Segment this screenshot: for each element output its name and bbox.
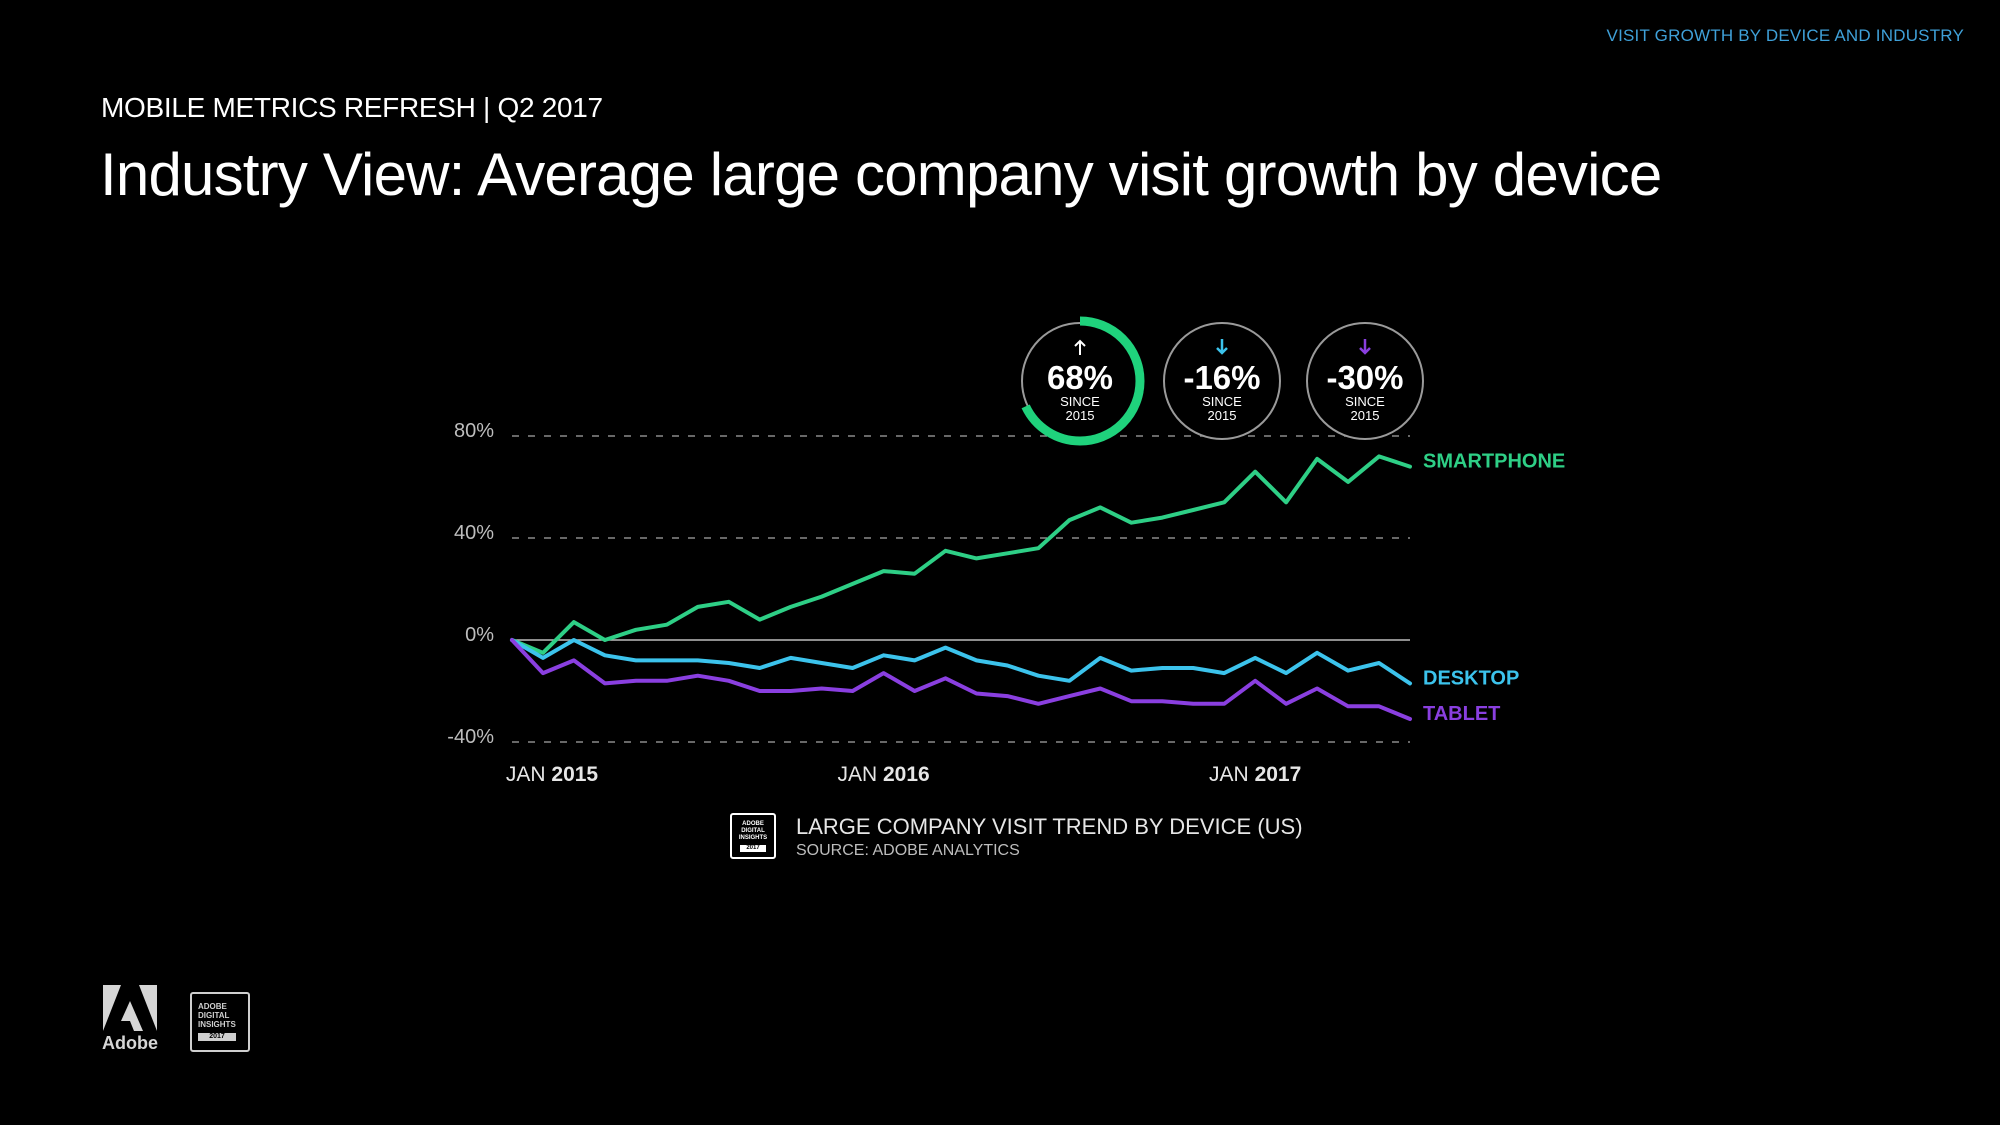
arrow-down-icon xyxy=(1359,339,1371,355)
series-line-tablet xyxy=(510,638,1412,721)
stat-year: 2015 xyxy=(1208,408,1237,423)
stat-since: SINCE xyxy=(1060,394,1100,409)
x-tick-label: JAN 2015 xyxy=(506,763,599,786)
stat-value: -30% xyxy=(1326,359,1403,396)
page-title: Industry View: Average large company vis… xyxy=(100,141,1662,208)
stat-value: -16% xyxy=(1183,359,1260,396)
adobe-digital-insights-logo-icon: ADOBE DIGITAL INSIGHTS 2017 xyxy=(190,992,250,1052)
series-labels: SMARTPHONE DESKTOP TABLET xyxy=(1423,451,1565,725)
stat-value: 68% xyxy=(1047,359,1113,396)
adobe-digital-insights-badge-icon: ADOBE DIGITAL INSIGHTS 2017 xyxy=(730,813,776,859)
x-axis: JAN 2015 JAN 2016 JAN 2017 xyxy=(506,763,1301,786)
chart-title: LARGE COMPANY VISIT TREND BY DEVICE (US) xyxy=(796,814,1303,839)
series-label-smartphone: SMARTPHONE xyxy=(1423,451,1565,473)
series-line-desktop xyxy=(510,638,1412,686)
stat-ring xyxy=(1306,322,1424,440)
stat-progress-arc xyxy=(1015,316,1145,446)
chart-grid xyxy=(512,435,1410,743)
adobe-wordmark: Adobe xyxy=(102,1033,158,1053)
y-tick-label: 80% xyxy=(454,420,494,442)
series-line-smartphone xyxy=(510,454,1412,655)
arrow-down-icon xyxy=(1216,339,1228,355)
x-tick-label: JAN 2017 xyxy=(1209,763,1301,786)
arrow-up-icon xyxy=(1074,339,1086,355)
y-tick-label: 0% xyxy=(465,624,494,646)
stat-year: 2015 xyxy=(1351,408,1380,423)
stat-since: SINCE xyxy=(1202,394,1242,409)
report-subtitle: MOBILE METRICS REFRESH | Q2 2017 xyxy=(101,92,603,123)
series-lines xyxy=(510,454,1412,721)
series-label-desktop: DESKTOP xyxy=(1423,667,1519,689)
x-tick-label: JAN 2016 xyxy=(837,763,929,786)
stat-ring xyxy=(1163,322,1281,440)
adobe-a-icon xyxy=(103,985,157,1031)
stat-since: SINCE xyxy=(1345,394,1385,409)
y-tick-label: -40% xyxy=(447,726,494,748)
stat-year: 2015 xyxy=(1066,408,1095,423)
y-tick-label: 40% xyxy=(454,522,494,544)
adobe-logo: Adobe xyxy=(100,985,160,1054)
section-label: VISIT GROWTH BY DEVICE AND INDUSTRY xyxy=(1606,26,1964,45)
series-label-tablet: TABLET xyxy=(1423,703,1500,725)
y-axis: 80% 40% 0% -40% xyxy=(447,420,494,748)
chart-source-note: SOURCE: ADOBE ANALYTICS xyxy=(796,842,1020,859)
